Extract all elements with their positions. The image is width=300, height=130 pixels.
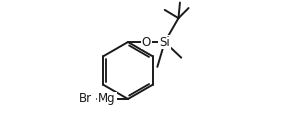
Text: Br: Br xyxy=(79,92,92,105)
Text: O: O xyxy=(142,35,151,48)
Text: Mg: Mg xyxy=(98,92,116,105)
Text: Si: Si xyxy=(159,35,170,48)
